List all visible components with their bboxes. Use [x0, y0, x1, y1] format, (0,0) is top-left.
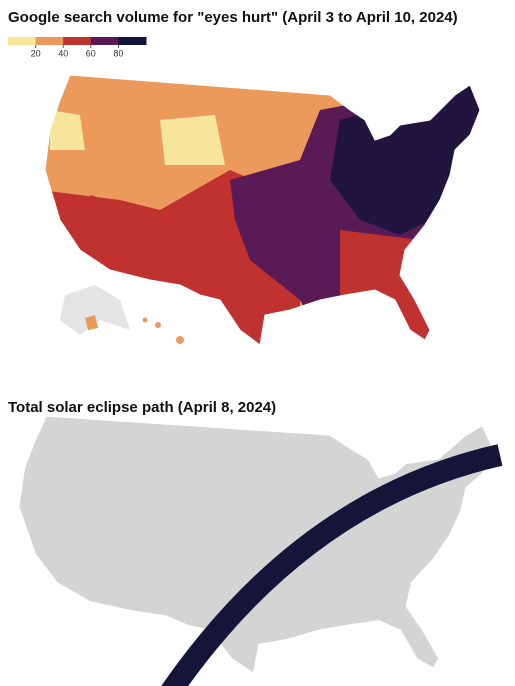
legend-tick-label: 60 — [86, 48, 96, 58]
choropleth-map — [44, 74, 481, 346]
legend-swatch — [63, 37, 92, 45]
legend-tick-label: 20 — [31, 48, 41, 58]
legend-swatch — [90, 37, 119, 45]
alaska — [60, 285, 130, 335]
eclipse-map — [18, 415, 503, 686]
legend-tick-label: 80 — [113, 48, 123, 58]
bottom-title: Total solar eclipse path (April 8, 2024) — [8, 399, 276, 416]
legend-swatch — [35, 37, 64, 45]
legend-swatch — [8, 37, 37, 45]
legend-tick-label: 40 — [58, 48, 68, 58]
top-title: Google search volume for "eyes hurt" (Ap… — [8, 9, 458, 26]
eclipse-path — [161, 444, 503, 686]
legend: 20 40 60 80 — [8, 37, 147, 58]
legend-swatch — [118, 37, 147, 45]
